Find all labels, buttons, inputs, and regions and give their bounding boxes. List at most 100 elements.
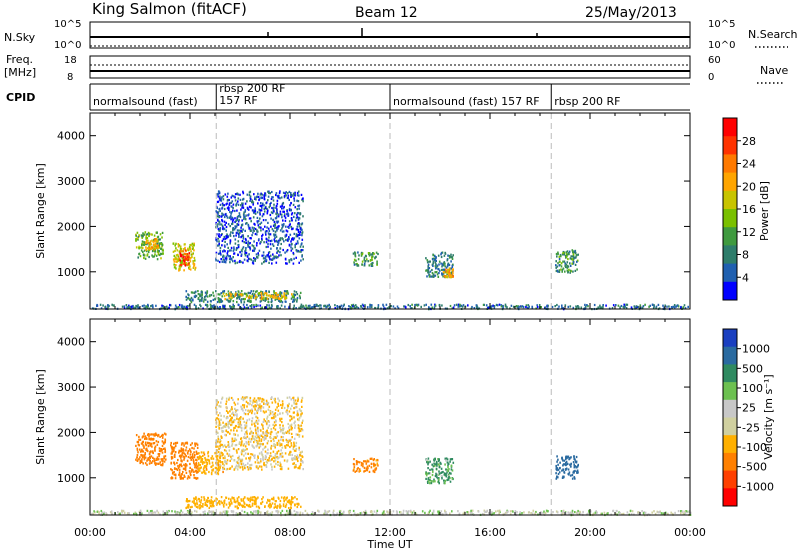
nave-tick-bottom: 0 (708, 72, 714, 83)
data-point (260, 442, 262, 446)
data-point (425, 303, 427, 306)
data-point (253, 454, 255, 457)
data-point (635, 305, 638, 308)
data-point (278, 254, 280, 257)
data-point (264, 437, 267, 440)
data-point (295, 256, 297, 259)
data-point (255, 499, 257, 502)
data-point (219, 293, 221, 296)
data-point (584, 303, 586, 306)
data-point (237, 220, 240, 223)
data-point (428, 274, 431, 277)
data-point (193, 242, 195, 245)
data-point (449, 276, 451, 279)
data-point (286, 396, 289, 399)
data-point (201, 293, 203, 296)
data-point (207, 450, 210, 454)
data-point (226, 452, 229, 455)
data-point (447, 470, 449, 473)
data-point (425, 474, 428, 477)
data-point (174, 257, 176, 261)
data-point (677, 510, 680, 513)
data-point (444, 463, 446, 466)
data-point (260, 221, 263, 224)
data-point (222, 503, 225, 506)
data-point (238, 212, 241, 215)
data-point (243, 306, 246, 309)
data-point (432, 273, 435, 276)
data-point (216, 498, 218, 501)
data-point (237, 503, 240, 506)
data-point (171, 450, 173, 453)
data-point (122, 509, 125, 512)
data-point (405, 306, 407, 309)
data-point (286, 213, 288, 216)
data-point (274, 459, 277, 462)
data-point (147, 433, 149, 437)
data-point (518, 305, 520, 308)
data-point (223, 260, 225, 264)
data-point (298, 419, 300, 422)
data-point (238, 229, 240, 232)
data-point (438, 472, 441, 475)
data-point (217, 252, 220, 255)
data-point (564, 512, 567, 515)
data-point (157, 251, 160, 254)
nave-tick-top: 60 (708, 55, 721, 66)
data-point (262, 296, 265, 299)
data-point (241, 219, 243, 222)
data-point (178, 257, 181, 260)
data-point (188, 499, 191, 503)
data-point (228, 198, 230, 202)
data-point (396, 511, 399, 514)
data-point (573, 257, 575, 260)
data-point (358, 470, 360, 473)
data-point (272, 294, 274, 297)
data-point (290, 249, 293, 252)
data-point (179, 252, 182, 256)
data-point (425, 477, 427, 480)
data-point (574, 251, 577, 255)
data-point (261, 238, 263, 242)
data-point (150, 461, 153, 464)
data-point (154, 242, 157, 245)
data-point (157, 511, 160, 514)
data-point (427, 480, 430, 483)
data-point (281, 509, 284, 512)
data-point (277, 294, 280, 297)
data-point (142, 444, 144, 447)
data-point (426, 480, 429, 483)
data-point (216, 240, 218, 243)
data-point (241, 440, 243, 443)
data-point (237, 193, 239, 196)
data-point (163, 441, 166, 444)
data-point (279, 412, 281, 415)
data-point (438, 482, 440, 485)
data-point (236, 215, 239, 219)
data-point (292, 497, 294, 500)
data-point (256, 465, 259, 468)
data-point (245, 457, 247, 460)
data-point (443, 268, 446, 271)
data-point (561, 458, 564, 461)
data-point (154, 462, 156, 465)
data-point (575, 254, 578, 257)
data-point (273, 206, 275, 209)
data-point (297, 456, 300, 459)
data-point (252, 432, 254, 435)
data-point (233, 228, 235, 231)
data-point (599, 306, 601, 309)
data-point (301, 231, 304, 234)
data-point (232, 294, 234, 298)
data-point (153, 240, 156, 243)
data-point (196, 499, 198, 502)
cpid-segment-label: rbsp 200 RF (554, 95, 620, 108)
data-point (448, 471, 451, 475)
data-point (156, 242, 158, 245)
data-point (388, 306, 390, 309)
data-point (269, 412, 272, 415)
data-point (231, 200, 234, 203)
data-point (296, 502, 298, 505)
data-point (272, 427, 275, 430)
data-point (181, 473, 183, 476)
